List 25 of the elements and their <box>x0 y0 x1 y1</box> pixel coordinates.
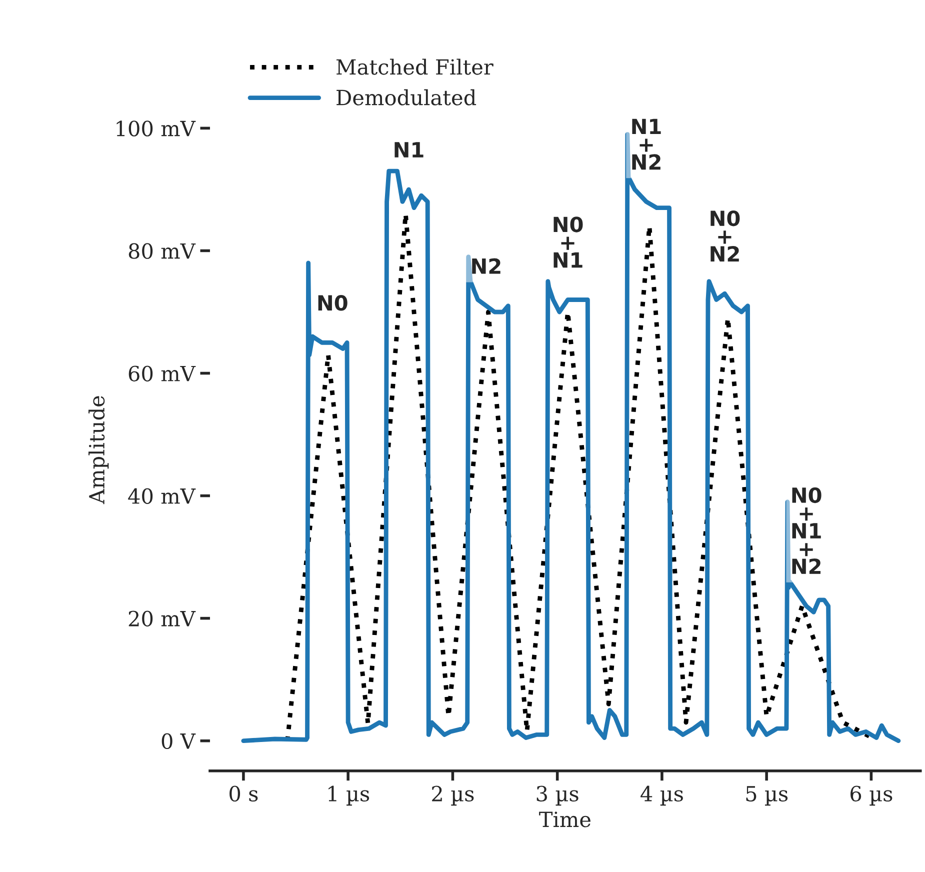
x-tick-label: 2 µs <box>432 786 474 806</box>
x-tick-label: 0 s <box>230 786 258 802</box>
y-tick-label: 0 V <box>162 733 196 750</box>
legend-label: Matched Filter <box>336 58 494 75</box>
x-tick-label: 4 µs <box>640 786 683 806</box>
y-tick-label: 60 mV <box>128 366 196 382</box>
y-tick-label: 20 mV <box>128 610 196 627</box>
x-tick-label: 5 µs <box>746 786 788 806</box>
annotation: N0 + N1 + N2 <box>792 487 822 574</box>
annotation: N1 <box>394 142 424 158</box>
line-series <box>241 132 901 744</box>
annotation: N0 + N1 <box>554 216 583 268</box>
y-tick-label: 40 mV <box>128 488 196 504</box>
x-axis-title: Time <box>539 812 590 828</box>
annotation: N1 + N2 <box>632 118 661 170</box>
x-tick-label: 6 µs <box>850 786 892 806</box>
legend-label: Demodulated <box>336 89 476 106</box>
annotation: N2 <box>472 258 500 274</box>
annotation: N0 + N2 <box>710 210 740 262</box>
x-tick-label: 1 µs <box>328 786 370 806</box>
y-tick-label: 80 mV <box>128 243 196 259</box>
x-tick-label: 3 µs <box>536 786 578 806</box>
annotation: N0 <box>318 295 348 311</box>
y-axis-title: Amplitude <box>88 396 109 504</box>
y-tick-label: 100 mV <box>116 120 196 136</box>
